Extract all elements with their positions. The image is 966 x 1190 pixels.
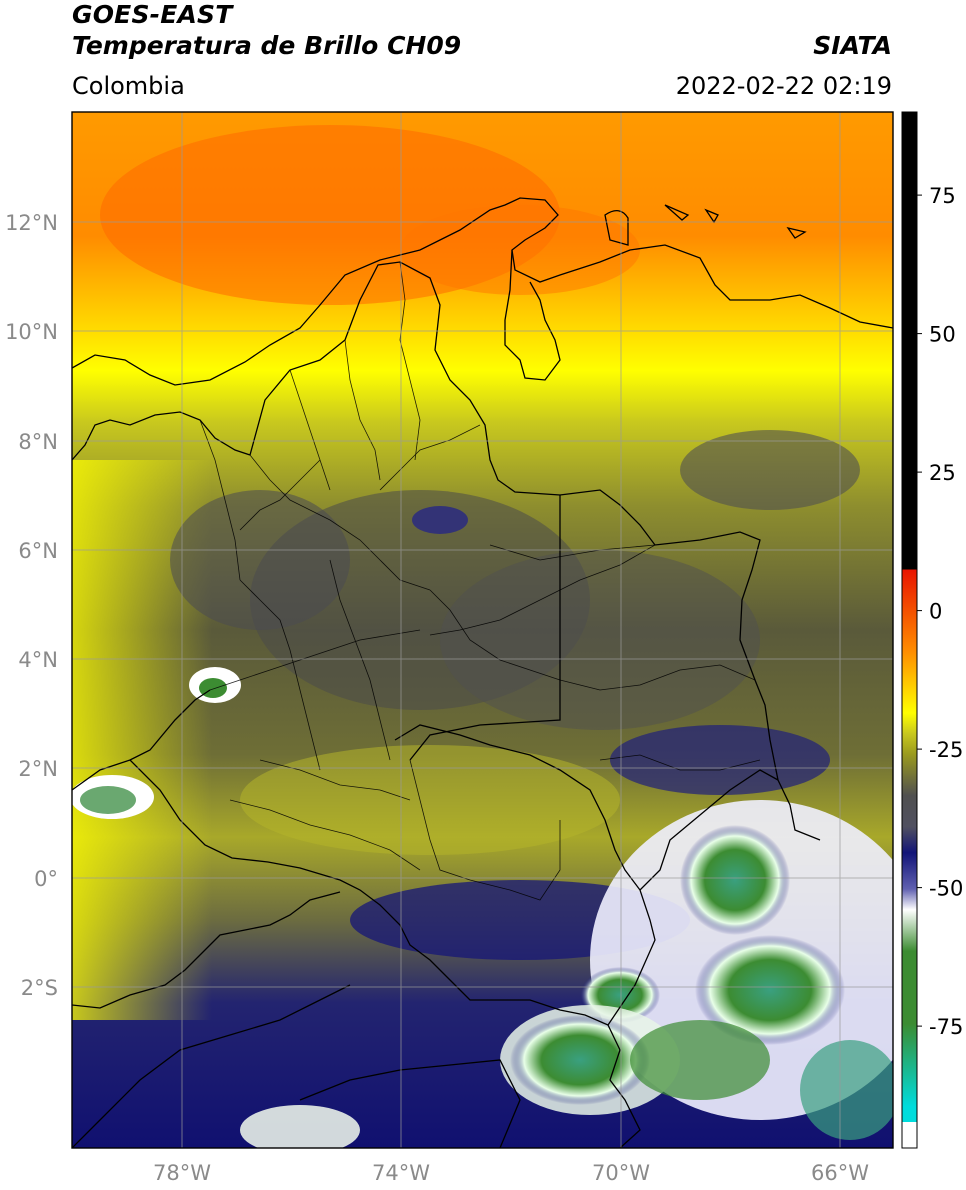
latitude-label: 12°N — [5, 211, 58, 235]
colorbar-tick-label: -75 — [929, 1015, 963, 1039]
longitude-label: 74°W — [372, 1161, 430, 1185]
satellite-imagery — [72, 112, 893, 1148]
latitude-labels: 12°N 10°N 8°N 6°N 4°N 2°N 0° 2°S — [5, 211, 58, 1000]
longitude-labels: 78°W 74°W 70°W 66°W — [153, 1161, 869, 1185]
latitude-label: 0° — [34, 867, 58, 891]
colorbar — [901, 111, 918, 1149]
agency-label: SIATA — [813, 31, 892, 60]
colorbar-tick-label: -25 — [929, 738, 963, 762]
colorbar-tick-label: 75 — [929, 184, 956, 208]
colorbar-ticks: 75 50 25 0 -25 -50 -75 — [917, 184, 963, 1039]
department-borders — [199, 261, 761, 901]
satellite-title: GOES-EAST — [72, 0, 233, 29]
product-title: Temperatura de Brillo CH09 — [72, 31, 462, 60]
country-borders — [72, 197, 893, 1148]
graticule — [72, 112, 893, 1148]
region-label: Colombia — [72, 72, 185, 100]
datetime-label: 2022-02-22 02:19 — [675, 72, 892, 100]
latitude-label: 2°N — [18, 757, 58, 781]
map-frame — [71, 111, 894, 1149]
latitude-label: 10°N — [5, 320, 58, 344]
latitude-label: 2°S — [21, 976, 58, 1000]
longitude-label: 78°W — [153, 1161, 211, 1185]
latitude-label: 6°N — [18, 539, 58, 563]
longitude-label: 70°W — [592, 1161, 650, 1185]
colorbar-tick-label: 25 — [929, 461, 956, 485]
latitude-label: 4°N — [18, 648, 58, 672]
latitude-label: 8°N — [18, 430, 58, 454]
longitude-label: 66°W — [811, 1161, 869, 1185]
colorbar-tick-label: -50 — [929, 877, 963, 901]
colorbar-tick-label: 50 — [929, 323, 956, 347]
colorbar-tick-label: 0 — [929, 600, 942, 624]
